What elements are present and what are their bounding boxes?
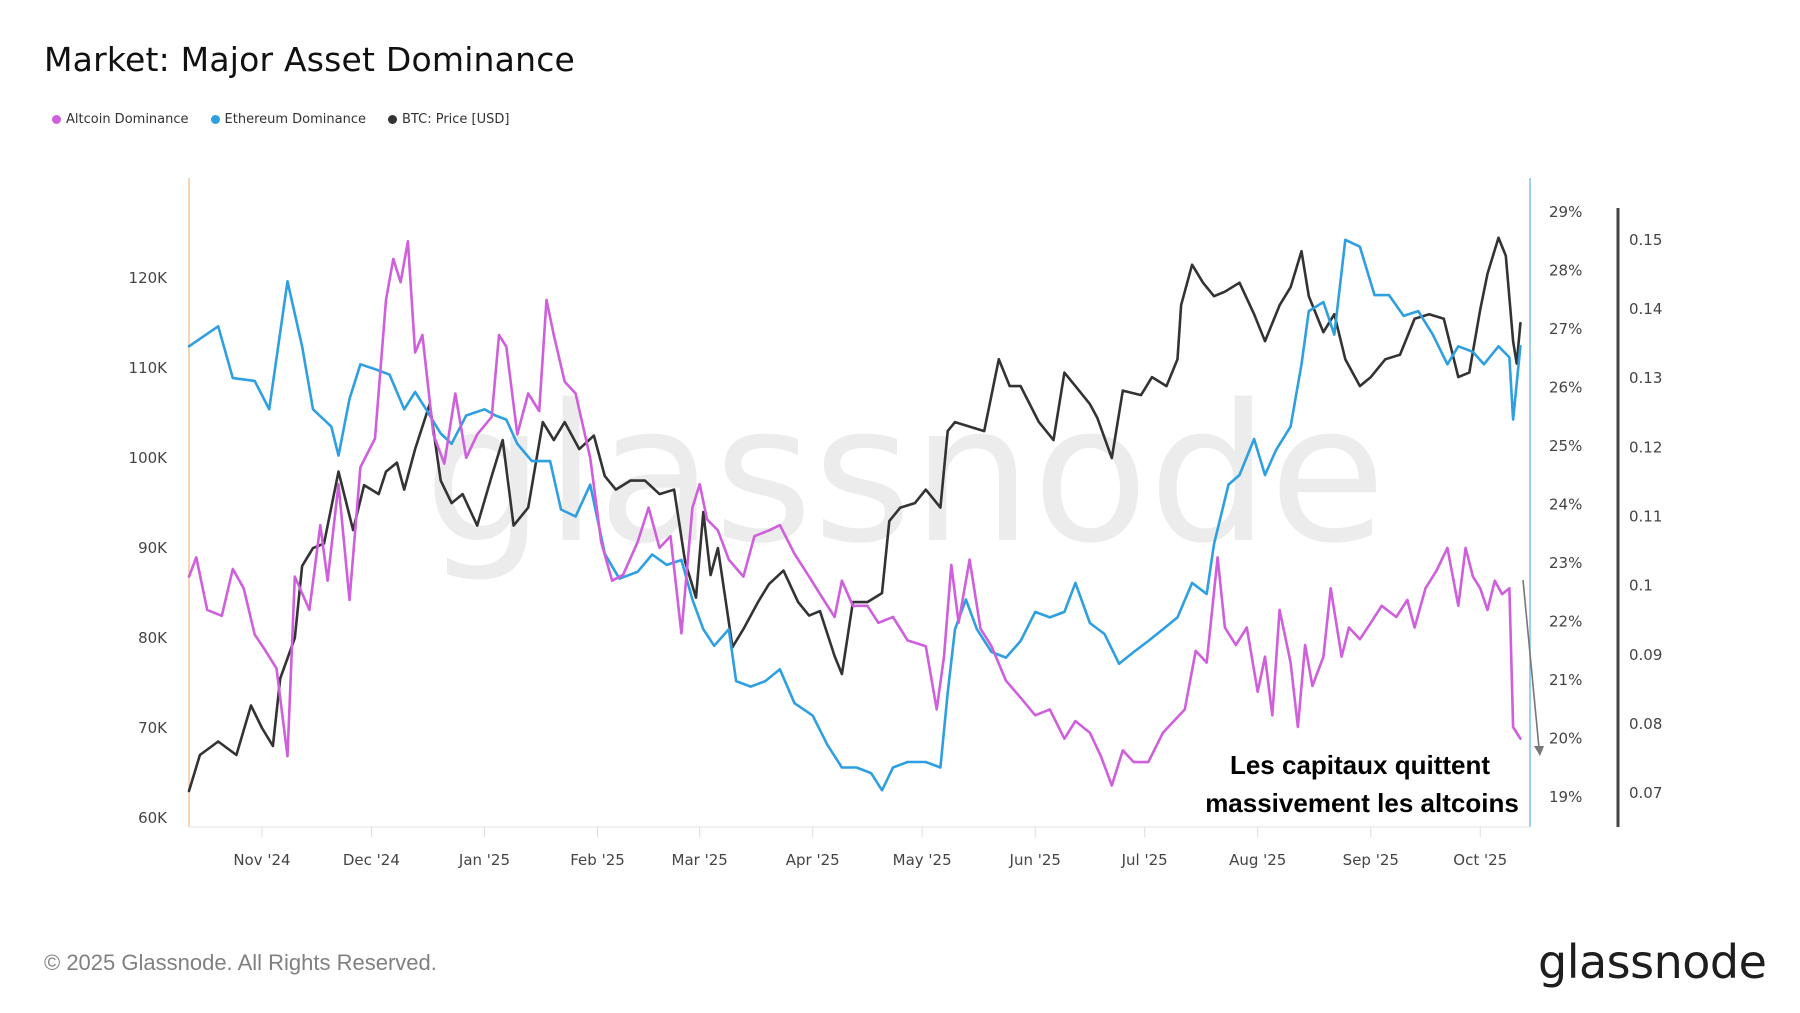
series-lines <box>187 236 1522 793</box>
btc-axis-tick-label: 90K <box>138 539 168 557</box>
x-tick-label: Aug '25 <box>1229 851 1286 869</box>
altcoin-axis-tick-label: 24% <box>1549 496 1582 514</box>
btc-axis-tick-label: 120K <box>129 269 169 287</box>
x-tick-label: Jan '25 <box>458 851 510 869</box>
eth-axis-tick-label: 0.12 <box>1629 438 1662 456</box>
watermark: glassnode <box>424 364 1386 585</box>
x-tick-label: Oct '25 <box>1453 851 1507 869</box>
btc-axis-tick-label: 110K <box>129 359 169 377</box>
eth-axis-tick-label: 0.13 <box>1629 369 1662 387</box>
glassnode-logo[interactable]: glassnode <box>1538 935 1767 989</box>
btc-axis-tick-label: 60K <box>138 809 168 827</box>
btc-axis-tick-label: 100K <box>129 449 169 467</box>
annotation-line-1: Les capitaux quittent <box>1230 750 1490 780</box>
altcoin-axis-tick-label: 27% <box>1549 320 1582 338</box>
annotation-line-2: massivement les altcoins <box>1205 788 1519 818</box>
x-tick-label: Jun '25 <box>1009 851 1061 869</box>
legend-label: Altcoin Dominance <box>66 112 189 127</box>
legend-label: BTC: Price [USD] <box>402 112 510 127</box>
eth-axis-tick-label: 0.15 <box>1629 231 1662 249</box>
altcoin-axis-tick-label: 29% <box>1549 203 1582 221</box>
legend-item-ethereum[interactable]: Ethereum Dominance <box>210 112 367 127</box>
eth-axis-tick-label: 0.14 <box>1629 300 1662 318</box>
altcoin-axis-tick-label: 25% <box>1549 437 1582 455</box>
legend: Altcoin Dominance Ethereum Dominance BTC… <box>52 112 509 127</box>
x-tick-label: Sep '25 <box>1343 851 1399 869</box>
altcoin-axis-tick-label: 20% <box>1549 730 1582 748</box>
x-tick-label: Feb '25 <box>570 851 625 869</box>
x-tick-label: May '25 <box>893 851 952 869</box>
series-line-eth <box>187 238 1522 792</box>
legend-dot-btc <box>388 115 398 124</box>
arrow-head-icon <box>1534 746 1544 756</box>
legend-label: Ethereum Dominance <box>224 112 367 127</box>
altcoin-axis-tick-label: 19% <box>1549 788 1582 806</box>
altcoin-axis-tick-label: 26% <box>1549 379 1582 397</box>
eth-axis-tick-label: 0.08 <box>1629 715 1662 733</box>
altcoin-axis-tick-label: 22% <box>1549 613 1582 631</box>
x-tick-label: Apr '25 <box>786 851 840 869</box>
legend-item-altcoin[interactable]: Altcoin Dominance <box>52 112 189 127</box>
annotation-arrow <box>1522 579 1540 749</box>
eth-axis-tick-label: 0.09 <box>1629 646 1662 664</box>
x-tick-label: Dec '24 <box>343 851 400 869</box>
annotation: Les capitaux quittent massivement les al… <box>1205 579 1544 818</box>
legend-item-btc-price[interactable]: BTC: Price [USD] <box>388 112 509 127</box>
legend-dot-ethereum <box>210 115 220 124</box>
eth-axis-tick-label: 0.11 <box>1629 507 1662 525</box>
legend-dot-altcoin <box>52 115 61 124</box>
series-line-altcoin <box>187 240 1522 787</box>
altcoin-axis-tick-label: 21% <box>1549 671 1582 689</box>
eth-axis-tick-label: 0.07 <box>1629 784 1662 802</box>
btc-axis-tick-label: 80K <box>138 629 168 647</box>
eth-axis-tick-label: 0.1 <box>1629 577 1653 595</box>
btc-axis-tick-label: 70K <box>138 719 168 737</box>
x-tick-label: Jul '25 <box>1121 851 1168 869</box>
chart-title: Market: Major Asset Dominance <box>44 40 576 79</box>
copyright: © 2025 Glassnode. All Rights Reserved. <box>44 950 437 975</box>
altcoin-axis-tick-label: 28% <box>1549 262 1582 280</box>
altcoin-axis-tick-label: 23% <box>1549 554 1582 572</box>
x-tick-label: Mar '25 <box>672 851 728 869</box>
x-tick-label: Nov '24 <box>233 851 290 869</box>
axes: Nov '24 Dec '24 Jan '25 Feb '25 Mar '25 Apr '… <box>129 178 1662 869</box>
